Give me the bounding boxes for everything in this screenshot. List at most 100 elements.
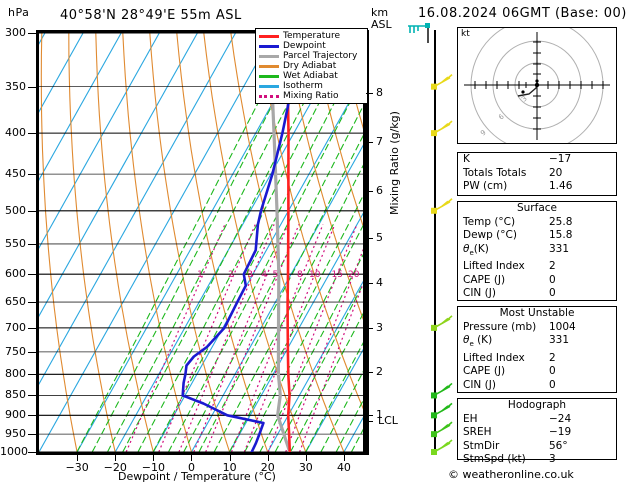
- legend-item: Parcel Trajectory: [259, 51, 364, 61]
- legend-swatch: [259, 84, 279, 88]
- pressure-tick: [28, 274, 36, 276]
- altitude-tick-label: 7: [376, 134, 383, 148]
- pressure-tick-label: 350: [5, 79, 26, 93]
- legend-swatch: [259, 54, 279, 58]
- data-row-value: 0: [549, 378, 556, 391]
- legend-swatch: [259, 34, 279, 38]
- wind-barb: [431, 74, 453, 90]
- altitude-tick: [366, 414, 373, 416]
- legend-label: Mixing Ratio: [283, 90, 339, 101]
- pressure-tick: [28, 452, 36, 453]
- data-row: SREH −19: [458, 426, 616, 440]
- hodograph-plot[interactable]: kt 3 6 9: [457, 18, 617, 152]
- data-row: Totals Totals 20: [458, 167, 616, 181]
- data-row-value: 1004: [549, 320, 576, 333]
- lcl-marker-label: LCL: [378, 414, 398, 428]
- data-row-value: 25.8: [549, 215, 573, 228]
- data-row-key: Pressure (mb): [463, 320, 537, 333]
- temperature-tick: [191, 455, 193, 461]
- data-row-value: −24: [549, 412, 572, 425]
- pressure-tick-label: 400: [5, 126, 26, 140]
- temperature-tick: [115, 455, 117, 461]
- svg-text:3: 3: [520, 95, 529, 104]
- temperature-tick: [305, 455, 307, 461]
- altitude-tick: [366, 372, 373, 374]
- pressure-tick-label: 1000: [0, 445, 28, 458]
- data-row: θe (K) 331: [458, 334, 616, 352]
- wind-barb: [431, 198, 453, 214]
- pressure-tick: [28, 415, 36, 417]
- pressure-tick: [28, 351, 36, 353]
- mixing-ratio-value: 2: [228, 270, 234, 281]
- pressure-tick-label: 650: [5, 295, 26, 309]
- pressure-tick: [28, 302, 36, 304]
- data-row-key: θe (K): [463, 334, 493, 349]
- data-row-key: CIN (J): [463, 378, 496, 391]
- mixing-ratio-value: 5: [272, 270, 279, 281]
- mixing-ratio-value: 10: [308, 270, 321, 281]
- legend: Temperature Dewpoint Parcel Trajectory Dry …: [255, 28, 368, 104]
- svg-text:9: 9: [479, 129, 488, 138]
- legend-label: Dry Adiabat: [283, 60, 337, 71]
- km-unit-label-line2: ASL: [371, 18, 392, 31]
- mixing-ratio-axis-label: Mixing Ratio (g/kg): [388, 111, 401, 215]
- data-row-value: 2: [549, 351, 556, 364]
- altitude-tick-label: 3: [376, 321, 383, 335]
- pressure-tick-label: 850: [5, 388, 26, 402]
- data-row: θe(K) 331: [458, 243, 616, 261]
- legend-item: Temperature: [259, 31, 364, 41]
- pressure-tick-label: 550: [5, 236, 26, 250]
- legend-label: Dewpoint: [283, 40, 326, 51]
- altitude-tick-label: 6: [376, 183, 383, 197]
- temperature-tick-label: −30: [65, 461, 89, 474]
- data-row: Pressure (mb) 1004: [458, 321, 616, 335]
- data-row-value: 331: [549, 334, 570, 346]
- temperature-tick: [229, 455, 231, 461]
- panel-title: Hodograph: [507, 399, 567, 411]
- altitude-tick: [366, 92, 373, 94]
- pressure-tick: [28, 243, 36, 245]
- panel-title: Most Unstable: [499, 307, 575, 319]
- pressure-tick-label: 900: [5, 408, 26, 422]
- data-row: K −17: [458, 153, 616, 167]
- data-row: Dewp (°C) 15.8: [458, 229, 616, 243]
- wind-barb-icon: [408, 23, 430, 43]
- legend-label: Temperature: [283, 30, 341, 41]
- x-axis-title: Dewpoint / Temperature (°C): [118, 470, 276, 483]
- pressure-tick-label: 600: [5, 267, 26, 281]
- data-row-key: CAPE (J): [463, 273, 506, 286]
- temperature-tick: [267, 455, 269, 461]
- data-row-value: 331: [549, 242, 570, 255]
- temperature-tick-label: 30: [298, 461, 313, 474]
- wind-barb: [431, 402, 453, 419]
- altitude-axis: [366, 30, 369, 455]
- hodograph-unit-label: kt: [461, 29, 470, 39]
- hodograph-stats-panel: Hodograph EH −24 SREH −19 StmDir 56° StmSpd (kt…: [457, 398, 617, 465]
- pressure-tick: [28, 327, 36, 329]
- data-row-key: K: [463, 153, 470, 165]
- data-row-value: 0: [549, 273, 556, 286]
- data-row: EH −24: [458, 413, 616, 427]
- pressure-tick: [28, 210, 36, 212]
- lcl-tick: [366, 421, 373, 423]
- mixing-ratio-value: 8: [296, 270, 303, 281]
- legend-swatch: [259, 74, 279, 78]
- data-row: StmDir 56°: [458, 440, 616, 454]
- data-row-key: StmDir: [463, 439, 500, 452]
- data-row-value: 20: [549, 166, 563, 179]
- data-row-key: θe(K): [463, 242, 489, 257]
- pressure-tick: [28, 33, 36, 34]
- legend-label: Parcel Trajectory: [283, 50, 358, 61]
- altitude-tick: [366, 141, 373, 143]
- hodograph-svg: 3 6 9: [464, 18, 610, 152]
- panel-title: Surface: [516, 202, 557, 214]
- temperature-tick-label: −10: [141, 461, 165, 474]
- wind-barbs: [431, 74, 453, 455]
- temperature-tick: [77, 455, 79, 461]
- pressure-tick-label: 950: [5, 427, 26, 441]
- data-row-key: CAPE (J): [463, 365, 506, 378]
- altitude-tick-label: 8: [376, 85, 383, 99]
- most-unstable-panel: Most Unstable Pressure (mb) 1004 θe (K) 331 L…: [457, 306, 617, 393]
- data-row-key: Totals Totals: [463, 166, 527, 179]
- copyright-notice: © weatheronline.co.uk: [448, 468, 574, 481]
